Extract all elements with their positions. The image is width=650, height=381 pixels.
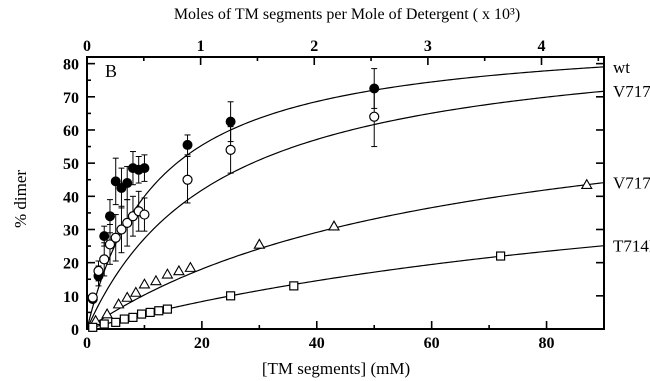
data-point bbox=[121, 291, 134, 302]
data-point bbox=[154, 306, 164, 316]
data-point bbox=[104, 239, 116, 250]
panel-label: B bbox=[105, 61, 117, 81]
series-wt: wt bbox=[86, 58, 630, 330]
data-point bbox=[182, 174, 193, 185]
data-point bbox=[328, 220, 340, 231]
data-point bbox=[136, 309, 147, 319]
series-t714i: T714I bbox=[86, 237, 650, 332]
data-point bbox=[128, 312, 138, 322]
y-tick-label: 50 bbox=[63, 156, 79, 173]
fit-curve bbox=[86, 90, 605, 330]
data-point bbox=[99, 254, 110, 265]
data-point bbox=[129, 286, 142, 297]
y-tick-label: 60 bbox=[63, 123, 79, 140]
x2-tick-label: 3 bbox=[424, 38, 432, 55]
data-point bbox=[138, 278, 151, 289]
data-point bbox=[119, 314, 129, 324]
y-tick-label: 10 bbox=[63, 289, 79, 306]
data-point bbox=[496, 251, 506, 261]
fit-curve bbox=[86, 245, 605, 330]
y-tick-label: 40 bbox=[63, 189, 79, 206]
fit-curve bbox=[86, 66, 605, 330]
x2-tick-label: 4 bbox=[538, 38, 546, 55]
data-point bbox=[184, 261, 197, 272]
series-v717g: V717G bbox=[86, 82, 650, 330]
series-label: V717F bbox=[613, 174, 650, 193]
data-point bbox=[99, 319, 109, 329]
data-point bbox=[161, 268, 174, 279]
data-point bbox=[162, 304, 173, 314]
y-tick-label: 20 bbox=[63, 256, 79, 273]
data-point bbox=[87, 292, 98, 303]
y-tick-label: 30 bbox=[63, 222, 79, 239]
data-point bbox=[172, 264, 185, 276]
data-point bbox=[225, 144, 236, 155]
data-point bbox=[225, 116, 236, 127]
data-point bbox=[101, 307, 114, 319]
y-tick-label: 70 bbox=[63, 90, 79, 107]
data-point bbox=[289, 281, 299, 291]
y-tick-label: 80 bbox=[63, 57, 79, 74]
data-point bbox=[253, 238, 266, 249]
data-point bbox=[226, 291, 236, 301]
series-label: V717G bbox=[613, 82, 650, 101]
data-point bbox=[139, 163, 150, 174]
x2-tick-label: 0 bbox=[83, 38, 91, 55]
data-point bbox=[182, 139, 193, 150]
data-point bbox=[110, 232, 121, 243]
series-label: T714I bbox=[613, 237, 650, 256]
y-axis-label: % dimer bbox=[11, 170, 30, 228]
plot-area: 0204060800123401020304050607080wtV717GV7… bbox=[63, 38, 650, 352]
data-point bbox=[111, 317, 121, 327]
x-tick-label: 20 bbox=[194, 335, 210, 352]
x-tick-label: 60 bbox=[424, 335, 440, 352]
fit-curve bbox=[86, 182, 605, 330]
data-point bbox=[122, 178, 133, 189]
data-point bbox=[88, 322, 98, 332]
x-tick-label: 80 bbox=[539, 335, 555, 352]
x2-tick-label: 2 bbox=[310, 38, 318, 55]
x-tick-label: 0 bbox=[83, 335, 91, 352]
data-point bbox=[122, 217, 133, 228]
data-point bbox=[369, 111, 380, 122]
data-point bbox=[145, 307, 155, 318]
data-point bbox=[116, 224, 127, 235]
data-point bbox=[110, 176, 121, 187]
plot-frame bbox=[86, 56, 605, 330]
x2-tick-label: 1 bbox=[197, 38, 205, 55]
y-tick-label: 0 bbox=[71, 322, 79, 339]
data-point bbox=[104, 211, 115, 222]
x-axis-label: [TM segments] (mM) bbox=[262, 359, 410, 378]
data-point bbox=[93, 265, 104, 277]
x-tick-label: 40 bbox=[309, 335, 325, 352]
series-label: wt bbox=[613, 58, 630, 77]
data-point bbox=[149, 274, 162, 286]
data-point bbox=[580, 178, 593, 190]
data-point bbox=[99, 231, 110, 242]
top-axis-label: Moles of TM segments per Mole of Deterge… bbox=[174, 6, 520, 23]
data-point bbox=[139, 209, 150, 220]
data-point bbox=[112, 298, 125, 309]
